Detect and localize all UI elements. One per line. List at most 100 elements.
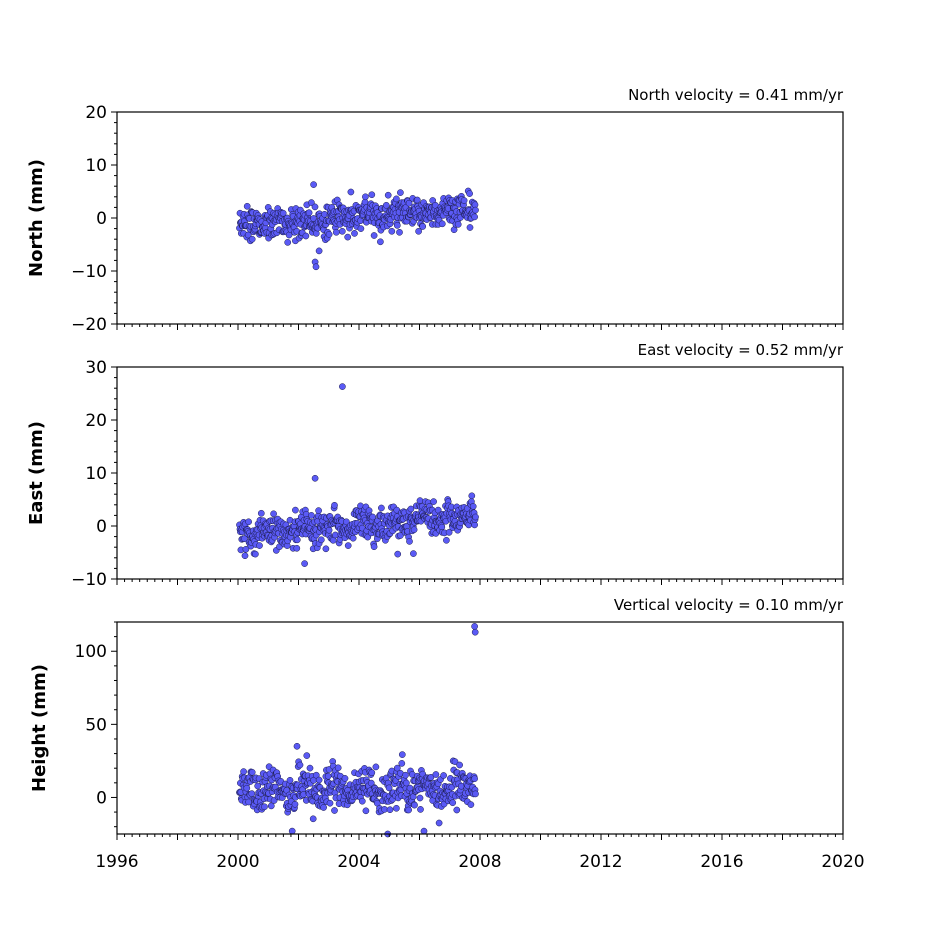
- data-point: [311, 474, 319, 482]
- x-tick-label: 2008: [458, 852, 501, 872]
- data-point: [293, 536, 301, 544]
- data-point: [432, 771, 440, 778]
- data-point: [296, 761, 304, 769]
- data-point: [293, 742, 301, 750]
- data-point: [415, 227, 422, 235]
- data-point: [385, 784, 393, 792]
- data-point: [427, 774, 435, 781]
- data-point: [449, 799, 457, 807]
- data-point: [451, 758, 459, 765]
- data-point: [393, 222, 401, 229]
- data-point: [393, 764, 401, 772]
- data-point: [279, 209, 287, 217]
- data-point: [331, 501, 338, 509]
- data-point: [397, 532, 404, 539]
- data-point: [472, 206, 479, 214]
- data-point: [397, 189, 404, 196]
- data-point: [456, 761, 463, 769]
- data-point: [378, 504, 385, 512]
- data-point: [248, 790, 256, 797]
- east-plot-frame: [116, 366, 844, 580]
- x-tick-label: 2000: [216, 852, 259, 872]
- data-point: [245, 518, 252, 526]
- data-point: [325, 231, 333, 238]
- data-point: [362, 807, 370, 815]
- y-tick-label: 20: [85, 411, 107, 431]
- data-point: [471, 213, 478, 221]
- data-point: [321, 210, 328, 218]
- data-point: [382, 201, 390, 209]
- y-tick-label: 0: [96, 209, 107, 229]
- data-point: [358, 797, 366, 805]
- data-point: [286, 776, 294, 784]
- data-point: [393, 195, 400, 203]
- height-ylabel: Height (mm): [29, 664, 50, 792]
- data-point: [344, 233, 352, 241]
- data-point: [405, 806, 412, 814]
- data-point: [416, 794, 424, 802]
- data-point: [405, 199, 413, 207]
- data-point: [257, 509, 265, 517]
- data-point: [402, 771, 409, 779]
- data-point: [443, 536, 450, 544]
- data-point: [315, 776, 323, 784]
- data-point: [398, 751, 406, 758]
- data-point: [467, 801, 475, 808]
- data-point: [302, 232, 310, 240]
- x-axis-tick-labels: 1996 2000 2004 2008 2012 2016 2020: [95, 852, 864, 872]
- data-point: [261, 803, 268, 811]
- data-point: [445, 529, 453, 536]
- y-tick-label: 30: [85, 358, 107, 378]
- data-point: [341, 775, 349, 782]
- data-point: [377, 238, 384, 246]
- data-point: [310, 215, 317, 222]
- data-point: [416, 497, 424, 504]
- east-ylabel: East (mm): [26, 421, 47, 525]
- data-point: [367, 779, 375, 787]
- y-tick-label: 10: [85, 464, 107, 484]
- data-point: [306, 764, 314, 772]
- height-plot-frame: [116, 621, 844, 835]
- data-point: [440, 772, 447, 779]
- data-point: [472, 513, 479, 521]
- data-point: [242, 545, 250, 553]
- data-point: [291, 800, 299, 808]
- data-point: [320, 804, 327, 811]
- data-point: [243, 784, 251, 792]
- north-panel: North velocity = 0.41 mm/yr North (mm) −…: [26, 86, 844, 335]
- data-point: [312, 263, 320, 271]
- data-point: [406, 538, 413, 545]
- east-y-ticks: −10 0 10 20 30: [71, 358, 117, 590]
- data-point: [454, 221, 462, 228]
- x-tick-label: 1996: [95, 852, 138, 872]
- data-point: [362, 193, 369, 201]
- data-point: [472, 790, 479, 798]
- data-point: [339, 383, 346, 390]
- data-point: [326, 799, 334, 807]
- data-point: [471, 628, 479, 636]
- data-point: [394, 550, 402, 558]
- data-point: [468, 492, 476, 500]
- height-panel: Vertical velocity = 0.10 mm/yr Height (m…: [29, 596, 844, 840]
- data-point: [288, 827, 296, 835]
- data-point: [284, 239, 292, 246]
- north-y-ticks: −20 −10 0 10 20: [71, 103, 117, 335]
- data-point: [243, 202, 251, 210]
- data-point: [292, 506, 299, 514]
- data-point: [309, 815, 317, 823]
- data-point: [466, 190, 473, 197]
- data-point: [430, 498, 437, 505]
- data-point: [393, 804, 400, 812]
- data-point: [293, 544, 301, 552]
- data-point: [248, 235, 256, 243]
- north-points: [236, 181, 479, 271]
- y-tick-label: 100: [75, 642, 107, 662]
- data-point: [453, 806, 461, 814]
- north-ylabel: North (mm): [26, 159, 47, 277]
- data-point: [419, 223, 427, 230]
- north-velocity-title: North velocity = 0.41 mm/yr: [628, 86, 844, 104]
- data-point: [403, 779, 410, 787]
- data-point: [256, 542, 263, 549]
- data-point: [315, 247, 323, 255]
